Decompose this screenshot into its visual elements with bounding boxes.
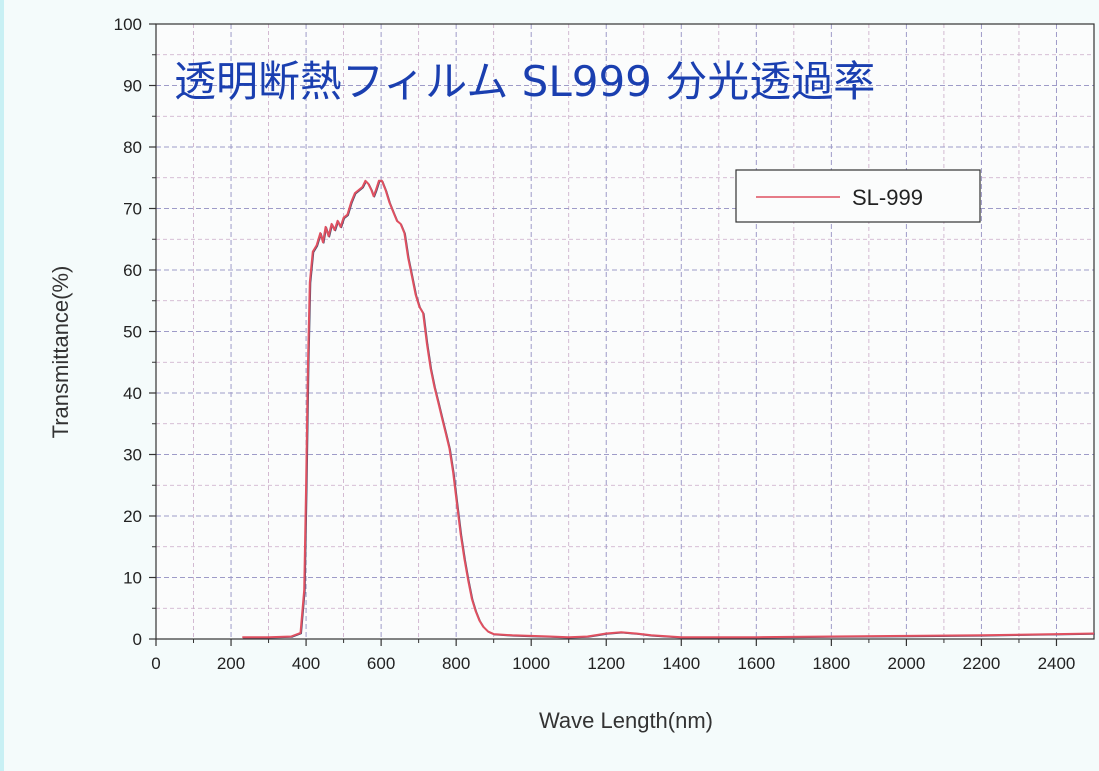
y-axis-ticks: 0 10 20 30 40 50 60 70 80 90 100 [114, 15, 156, 649]
x-tick-label: 200 [217, 654, 245, 673]
x-tick-label: 2400 [1038, 654, 1076, 673]
legend-box [735, 169, 981, 223]
x-tick-label: 400 [292, 654, 320, 673]
x-tick-label: 1000 [512, 654, 550, 673]
series-layer [242, 179, 1095, 639]
series-line-sl-999 [242, 179, 1095, 639]
x-tick-label: 600 [367, 654, 395, 673]
y-tick-label: 90 [123, 77, 142, 96]
y-tick-label: 60 [123, 261, 142, 280]
x-tick-label: 1600 [737, 654, 775, 673]
x-tick-label: 1200 [587, 654, 625, 673]
x-axis-title: Wave Length(nm) [539, 708, 713, 733]
y-tick-label: 20 [123, 507, 142, 526]
y-tick-label: 0 [133, 630, 142, 649]
y-tick-label: 40 [123, 384, 142, 403]
chart-title: 透明断熱フィルム SL999 分光透過率 [174, 57, 875, 106]
y-tick-label: 30 [123, 446, 142, 465]
legend-label-sl-999: SL-999 [852, 185, 923, 210]
y-tick-label: 80 [123, 138, 142, 157]
grid-major [156, 24, 1094, 639]
grid-minor [156, 24, 1094, 639]
y-tick-label: 100 [114, 15, 142, 34]
x-tick-label: 1400 [662, 654, 700, 673]
chart-svg: 0 200 400 600 800 1000 1200 1400 1600 1800 2000 220… [48, 15, 1095, 733]
y-tick-label: 10 [123, 569, 142, 588]
x-tick-label: 0 [151, 654, 160, 673]
x-tick-label: 2000 [887, 654, 925, 673]
y-axis-title: Transmittance(%) [48, 266, 73, 439]
y-tick-label: 70 [123, 200, 142, 219]
x-tick-label: 1800 [812, 654, 850, 673]
legend: SL-999 [735, 169, 981, 223]
x-tick-label: 2200 [963, 654, 1001, 673]
x-axis-ticks: 0 200 400 600 800 1000 1200 1400 1600 1800 2000 220… [151, 639, 1075, 673]
x-tick-label: 800 [442, 654, 470, 673]
y-tick-label: 50 [123, 323, 142, 342]
